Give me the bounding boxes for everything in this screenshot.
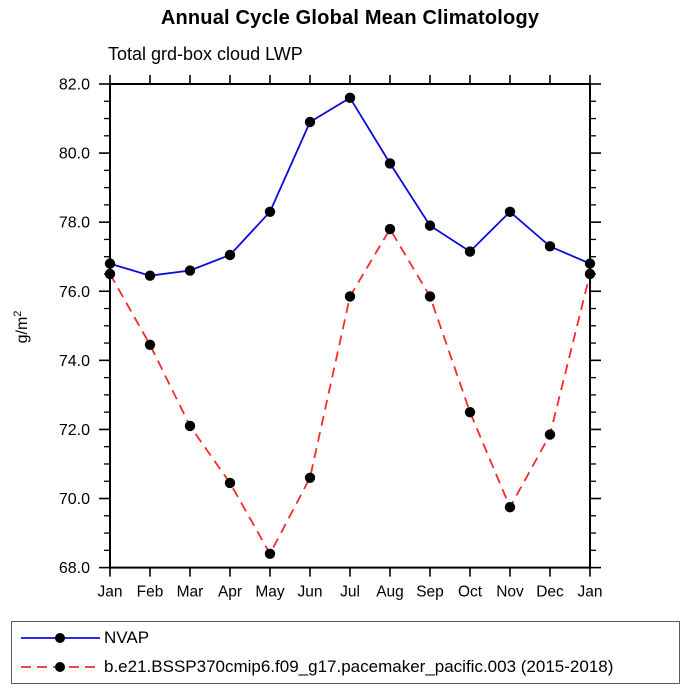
y-tick-label: 70.0 bbox=[59, 491, 90, 508]
series-marker-1 bbox=[584, 268, 596, 280]
series-marker-1 bbox=[264, 548, 276, 559]
series-marker-1 bbox=[144, 339, 156, 350]
series-marker-0 bbox=[144, 270, 156, 281]
legend-label-model: b.e21.BSSP370cmip6.f09_g17.pacemaker_pac… bbox=[104, 657, 614, 676]
y-axis-label: g/m2 bbox=[12, 311, 31, 344]
y-tick-label: 68.0 bbox=[59, 560, 90, 577]
series-marker-0 bbox=[544, 241, 556, 252]
x-tick-label: Jan bbox=[578, 584, 603, 601]
series-marker-0 bbox=[184, 265, 196, 276]
x-tick-label: Oct bbox=[458, 584, 483, 601]
series-marker-1 bbox=[504, 501, 516, 513]
series-marker-0 bbox=[264, 206, 276, 218]
series-marker-0 bbox=[384, 158, 396, 169]
axis-frame bbox=[109, 83, 591, 569]
series-marker-1 bbox=[424, 291, 436, 302]
x-tick-label: May bbox=[255, 584, 285, 601]
legend-label-nvap: NVAP bbox=[104, 628, 150, 647]
series-marker-1 bbox=[384, 223, 396, 235]
x-tick-label: Jul bbox=[340, 584, 360, 601]
x-tick-label: Apr bbox=[218, 584, 242, 601]
series-marker-1 bbox=[464, 406, 476, 418]
series-marker-0 bbox=[464, 246, 476, 257]
series-marker-0 bbox=[344, 92, 356, 104]
chart-title: Annual Cycle Global Mean Climatology bbox=[160, 7, 540, 29]
legend-item-nvap: NVAP bbox=[12, 625, 679, 651]
series-marker-0 bbox=[104, 258, 116, 269]
y-tick-label: 72.0 bbox=[59, 422, 90, 439]
x-tick-label: Aug bbox=[376, 584, 404, 601]
y-tick-label: 74.0 bbox=[59, 353, 90, 370]
y-tick-label: 76.0 bbox=[59, 284, 90, 301]
series-marker-0 bbox=[424, 220, 436, 231]
y-tick-label: 78.0 bbox=[59, 215, 90, 232]
series-marker-1 bbox=[224, 477, 236, 489]
line-plot: Jan Feb Mar Apr May Jun Jul Aug Sep Oct Nov Dec Jan 6… bbox=[12, 75, 603, 601]
series-marker-1 bbox=[184, 420, 196, 432]
series-marker-0 bbox=[584, 258, 596, 269]
series-marker-1 bbox=[104, 268, 116, 280]
x-tick-label: Feb bbox=[137, 584, 164, 601]
x-tick-label: Jun bbox=[298, 584, 323, 601]
x-tick-label: Sep bbox=[416, 584, 444, 601]
series-marker-0 bbox=[504, 206, 516, 218]
legend: NVAP b.e21.BSSP370cmip6.f09_g17.pacemake… bbox=[11, 621, 680, 684]
model-dashed-line-swatch-icon bbox=[21, 662, 100, 672]
nvap-line-swatch-icon bbox=[21, 633, 100, 643]
chart-subtitle: Total grd-box cloud LWP bbox=[108, 44, 303, 64]
series-line-0 bbox=[109, 96, 591, 277]
series-marker-1 bbox=[544, 429, 556, 440]
x-tick-label: Mar bbox=[177, 584, 204, 601]
series-line-1 bbox=[109, 227, 591, 556]
series-marker-1 bbox=[344, 291, 356, 302]
legend-item-model: b.e21.BSSP370cmip6.f09_g17.pacemaker_pac… bbox=[12, 654, 679, 680]
series-marker-0 bbox=[224, 249, 236, 261]
y-tick-label: 80.0 bbox=[59, 146, 90, 163]
y-tick-label: 82.0 bbox=[59, 77, 90, 94]
x-tick-label: Jan bbox=[98, 584, 123, 601]
x-tick-label: Dec bbox=[536, 584, 564, 601]
series-marker-0 bbox=[304, 116, 316, 128]
series-marker-1 bbox=[304, 472, 316, 483]
x-tick-label: Nov bbox=[496, 584, 524, 601]
